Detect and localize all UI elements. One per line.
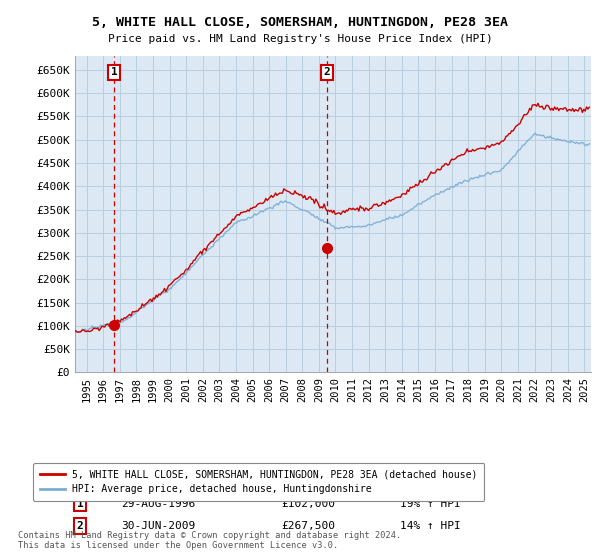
Text: £267,500: £267,500 [281, 521, 335, 531]
Text: 1: 1 [77, 499, 83, 508]
Text: 5, WHITE HALL CLOSE, SOMERSHAM, HUNTINGDON, PE28 3EA: 5, WHITE HALL CLOSE, SOMERSHAM, HUNTINGD… [92, 16, 508, 29]
Text: Contains HM Land Registry data © Crown copyright and database right 2024.
This d: Contains HM Land Registry data © Crown c… [18, 530, 401, 550]
Text: 19% ↑ HPI: 19% ↑ HPI [400, 499, 461, 508]
Text: Price paid vs. HM Land Registry's House Price Index (HPI): Price paid vs. HM Land Registry's House … [107, 34, 493, 44]
Text: 29-AUG-1996: 29-AUG-1996 [121, 499, 196, 508]
Text: 30-JUN-2009: 30-JUN-2009 [121, 521, 196, 531]
Text: 2: 2 [324, 67, 331, 77]
Text: 2: 2 [77, 521, 83, 531]
Text: 1: 1 [111, 67, 118, 77]
Text: £102,000: £102,000 [281, 499, 335, 508]
Legend: 5, WHITE HALL CLOSE, SOMERSHAM, HUNTINGDON, PE28 3EA (detached house), HPI: Aver: 5, WHITE HALL CLOSE, SOMERSHAM, HUNTINGD… [34, 463, 484, 501]
Text: 14% ↑ HPI: 14% ↑ HPI [400, 521, 461, 531]
